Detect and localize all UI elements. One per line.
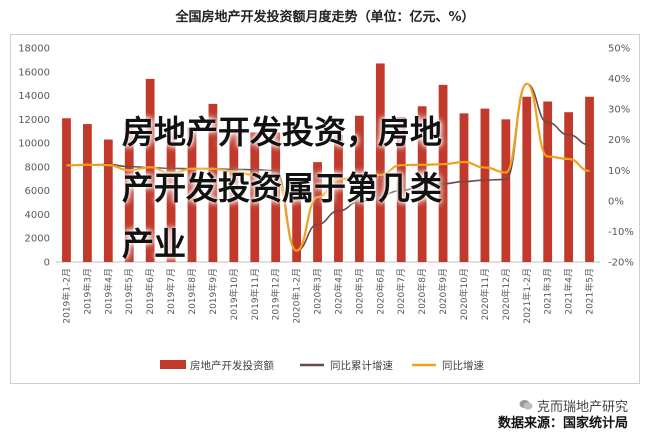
bar (82, 124, 92, 262)
bar (250, 132, 260, 262)
bar (103, 139, 113, 262)
x-tick-label: 2019年7月 (165, 268, 177, 315)
bar (208, 103, 218, 262)
source-note: 数据来源：国家统计局 (497, 416, 628, 431)
x-tick-label: 2019年1-2月 (60, 268, 72, 324)
chart-title: 全国房地产开发投资额月度走势（单位：亿元、%） (175, 10, 475, 25)
bar (564, 112, 574, 262)
wechat-icon (519, 399, 533, 415)
legend-label: 同比累计增速 (330, 359, 393, 372)
y-left-tick-label: 0 (44, 258, 50, 269)
y-right-tick-label: -10% (608, 227, 634, 238)
bar (543, 101, 553, 262)
bar (229, 130, 239, 262)
x-tick-label: 2020年4月 (332, 268, 344, 315)
bar (417, 106, 427, 262)
x-tick-label: 2020年10月 (458, 268, 470, 320)
bar (354, 115, 364, 263)
overlay-line-3: 产业 (122, 225, 187, 263)
chart-frame (10, 34, 640, 384)
y-right-tick-label: 20% (608, 135, 630, 146)
y-left-tick-label: 4000 (25, 210, 50, 221)
y-left-tick-label: 6000 (25, 186, 50, 197)
x-tick-label: 2020年5月 (353, 268, 365, 315)
bar (438, 84, 448, 262)
watermark-text: 克而瑞地产研究 (536, 400, 628, 415)
bar (313, 162, 322, 262)
y-left-tick-label: 18000 (18, 44, 50, 55)
x-tick-label: 2019年8月 (186, 268, 198, 315)
y-left-tick-label: 14000 (18, 91, 50, 102)
x-tick-label: 2020年7月 (395, 268, 407, 315)
y-right-tick-label: 0% (608, 196, 624, 207)
bar (187, 127, 197, 263)
bar (271, 132, 281, 262)
bar (166, 126, 176, 262)
legend: 房地产开发投资额 同比累计增速 同比增速 (160, 359, 484, 372)
x-tick-label: 2021年5月 (584, 268, 596, 315)
bar (292, 179, 302, 262)
overlay-line-1: 房地产开发投资，房地 (122, 113, 443, 151)
x-tick-label: 2019年4月 (102, 268, 114, 315)
bar (480, 108, 490, 262)
x-tick-label: 2019年9月 (207, 268, 219, 315)
y-right-tick-label: 30% (608, 105, 630, 116)
watermark: 克而瑞地产研究 (519, 396, 628, 415)
x-tick-label: 2020年3月 (312, 268, 324, 315)
bar (124, 121, 134, 262)
x-tick-label: 2020年9月 (437, 268, 449, 315)
y-right-tick-label: 10% (608, 166, 630, 177)
bar (396, 116, 406, 262)
overlay-line-2: 产开发投资属于第几类 (122, 169, 443, 207)
line-series (66, 82, 590, 252)
legend-label: 房地产开发投资额 (190, 359, 274, 372)
x-tick-label: 2020年1-2月 (291, 268, 303, 324)
bar (334, 134, 343, 262)
line-yoy-growth (66, 82, 590, 252)
legend-label: 同比增速 (442, 359, 484, 372)
y-left-tick-label: 10000 (18, 139, 50, 150)
y-left-tick-label: 12000 (18, 115, 50, 126)
legend-swatch-bar (160, 360, 186, 369)
x-tick-labels: 2019年1-2月 2019年3月 2019年4月 2019年5月 2019年6月 201… (60, 268, 595, 324)
x-tick-label: 2020年11月 (479, 268, 491, 320)
bar (375, 63, 385, 263)
x-tick-label: 2020年8月 (416, 268, 428, 315)
bar (459, 113, 469, 262)
x-tick-label: 2019年11月 (249, 268, 261, 320)
y-right-tick-label: 40% (608, 74, 630, 85)
x-tick-label: 2021年1-2月 (521, 268, 533, 324)
x-tick-label: 2021年4月 (563, 268, 575, 315)
bar (501, 119, 511, 262)
x-tick-label: 2021年3月 (542, 268, 554, 315)
y-right-tick-label: 50% (608, 44, 630, 55)
x-tick-label: 2020年6月 (374, 268, 386, 315)
x-tick-label: 2019年3月 (81, 268, 93, 315)
y-left-tick-label: 16000 (18, 67, 50, 78)
y-right-tick-label: -20% (608, 258, 634, 269)
x-tick-label: 2019年10月 (228, 268, 240, 320)
x-tick-label: 2019年5月 (123, 268, 135, 315)
y-left-tick-label: 2000 (25, 234, 50, 245)
bar (585, 96, 594, 262)
x-tick-label: 2019年6月 (144, 268, 156, 315)
x-tick-label: 2020年12月 (500, 268, 512, 320)
bar (62, 118, 71, 262)
y-left-tick-label: 8000 (25, 162, 50, 173)
bar-series (62, 63, 594, 263)
overlay-headline: 房地产开发投资，房地 产开发投资属于第几类 产业 (122, 104, 542, 272)
x-tick-label: 2019年12月 (270, 268, 282, 320)
bar (145, 78, 155, 263)
bar (522, 96, 532, 262)
